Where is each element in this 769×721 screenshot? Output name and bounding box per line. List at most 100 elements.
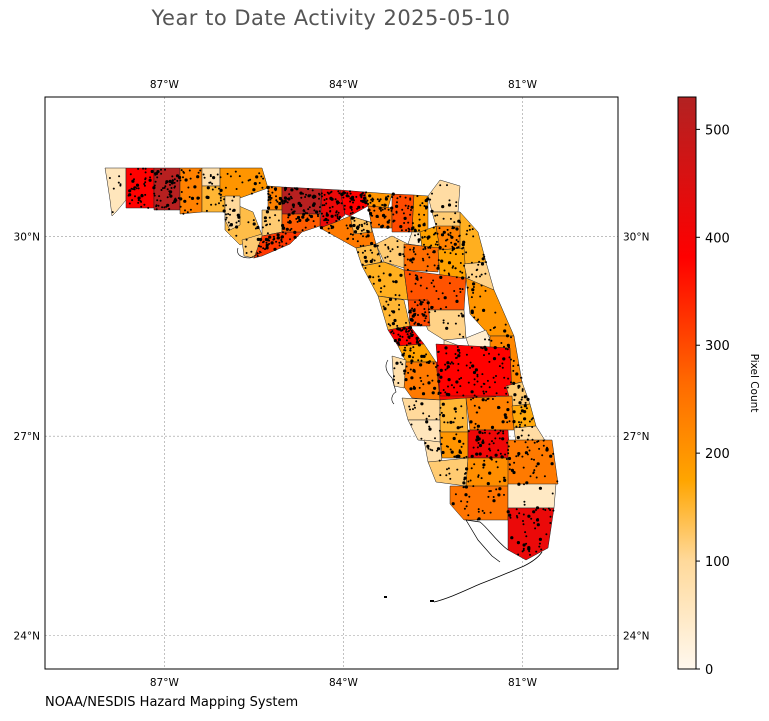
detection-point [427,246,430,249]
detection-point [506,441,509,444]
detection-point [321,195,323,198]
detection-point [380,209,382,212]
colorbar-label: Pixel Count [748,354,760,413]
detection-point [464,472,467,474]
detection-point [483,255,486,258]
detection-point [256,255,259,257]
detection-point [504,415,508,420]
detection-point [222,209,226,213]
detection-point [472,286,475,288]
detection-point [404,378,408,382]
detection-point [313,225,316,228]
detection-point [253,182,257,186]
detection-point [164,168,166,171]
detection-point [488,490,491,493]
detection-point [235,188,238,190]
detection-point [433,233,435,236]
detection-point [506,343,510,347]
detection-point [538,545,541,548]
detection-point [436,243,439,246]
detection-point [465,251,468,254]
detection-point [360,229,363,232]
detection-point [416,278,419,281]
detection-point [414,234,416,237]
detection-point [385,300,388,303]
detection-point [455,227,459,231]
detection-point [439,307,442,310]
detection-point [381,208,384,211]
detection-point [420,380,423,382]
detection-point [288,213,291,216]
detection-point [540,548,543,551]
detection-point [462,486,465,489]
detection-point [507,449,510,451]
detection-point [212,176,216,180]
detection-point [362,235,364,238]
detection-point [455,380,459,384]
detection-point [528,550,531,553]
detection-point [501,366,504,369]
lon-label-top: 81°W [508,79,538,91]
detection-point [389,324,392,327]
detection-point [403,349,406,352]
detection-point [447,393,451,397]
detection-point [520,409,525,413]
detection-point [330,214,334,218]
detection-point [417,233,420,236]
detection-point [369,249,372,252]
detection-point [352,223,356,228]
detection-point [510,381,512,384]
detection-point [163,186,166,189]
detection-point [447,261,452,265]
detection-point [450,241,453,244]
map-title: Year to Date Activity 2025-05-10 [151,6,511,30]
detection-point [417,238,421,242]
detection-point [432,362,435,365]
detection-point [365,221,368,223]
detection-point [430,209,434,213]
detection-point [245,238,248,241]
detection-point [395,361,399,365]
detection-point [352,238,355,240]
detection-point [142,167,145,170]
detection-point [403,222,406,224]
detection-point [186,211,189,214]
detection-point [169,194,173,198]
detection-point [386,220,390,224]
detection-point [422,383,425,386]
detection-point [439,392,442,394]
detection-point [404,264,407,267]
detection-point [545,533,548,536]
detection-point [523,417,527,421]
detection-point [450,235,454,239]
detection-point [156,176,159,179]
detection-point [258,172,261,175]
detection-point [458,449,461,452]
detection-point [265,241,268,244]
detection-point [398,308,400,311]
detection-point [417,224,421,228]
detection-point [448,273,451,276]
detection-point [386,255,389,258]
detection-point [398,252,402,256]
detection-point [522,466,525,469]
detection-point [323,199,326,201]
detection-point [290,227,293,230]
detection-point [407,371,410,374]
detection-point [467,480,470,483]
detection-point [512,420,516,424]
detection-point [515,508,518,511]
detection-point [483,429,486,432]
detection-point [490,425,495,429]
detection-point [432,226,435,229]
detection-point [313,194,315,197]
detection-point [266,206,271,210]
detection-point [447,385,449,388]
detection-point [494,429,497,432]
detection-point [180,191,183,193]
detection-point [392,332,395,335]
detection-point [214,203,217,206]
county-leon [281,186,323,215]
detection-point [427,381,431,385]
detection-point [325,212,328,215]
